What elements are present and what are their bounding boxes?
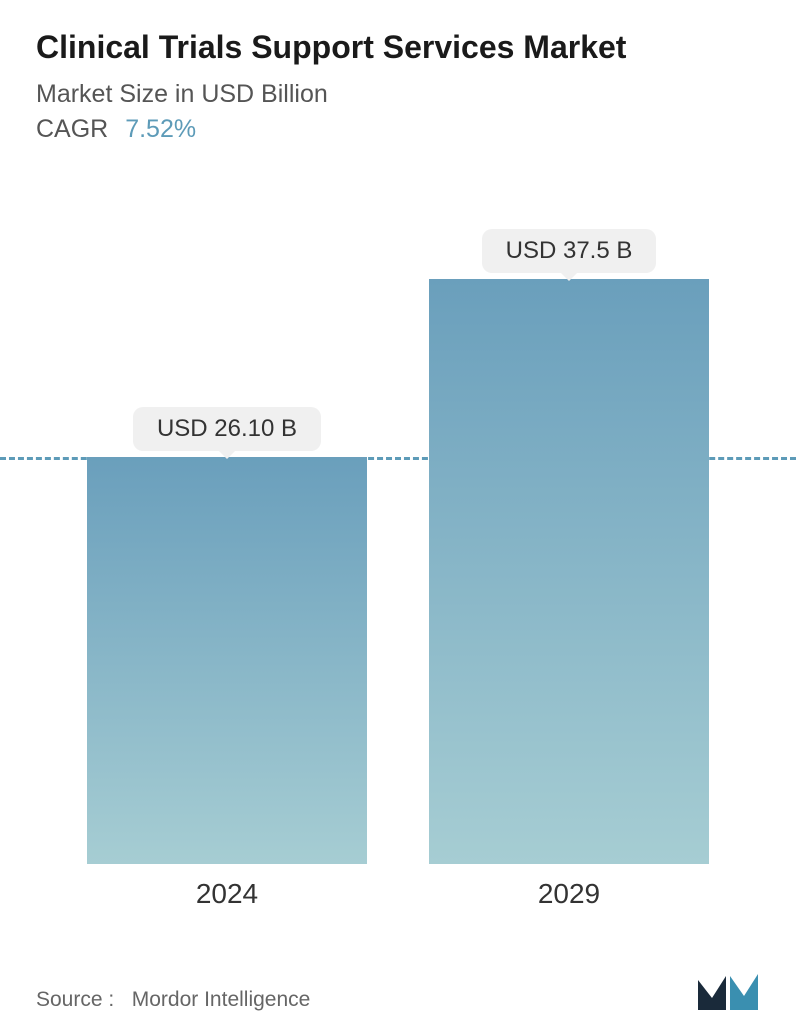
cagr-row: CAGR 7.52%: [36, 115, 760, 144]
x-label-0: 2024: [87, 878, 367, 910]
brand-logo-icon: [696, 968, 760, 1012]
x-axis-labels: 2024 2029: [36, 864, 760, 910]
chart-title: Clinical Trials Support Services Market: [36, 28, 760, 66]
bar-group-0: USD 26.10 B: [87, 407, 367, 864]
source-name: Mordor Intelligence: [132, 988, 311, 1011]
chart-area: USD 26.10 B USD 37.5 B: [36, 184, 760, 864]
cagr-label: CAGR: [36, 115, 108, 143]
x-label-1: 2029: [429, 878, 709, 910]
bar-0: [87, 457, 367, 864]
chart-container: Clinical Trials Support Services Market …: [0, 0, 796, 1034]
footer: Source : Mordor Intelligence: [36, 968, 760, 1012]
bar-value-label-0: USD 26.10 B: [133, 407, 321, 451]
source-label: Source :: [36, 988, 114, 1011]
bars-wrapper: USD 26.10 B USD 37.5 B: [36, 184, 760, 864]
chart-subtitle: Market Size in USD Billion: [36, 80, 760, 109]
source-text: Source : Mordor Intelligence: [36, 988, 310, 1012]
bar-1: [429, 279, 709, 864]
cagr-value: 7.52%: [125, 115, 196, 143]
bar-group-1: USD 37.5 B: [429, 229, 709, 864]
bar-value-label-1: USD 37.5 B: [482, 229, 657, 273]
